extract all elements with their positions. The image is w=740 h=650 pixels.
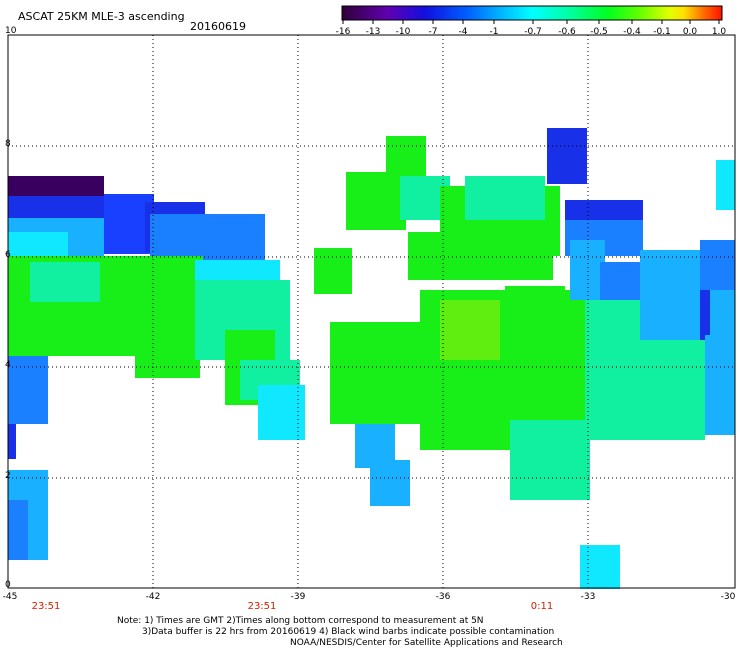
colorbar-label: 0.0 <box>682 27 698 37</box>
colorbar-label: -0.4 <box>623 27 641 37</box>
grid <box>8 35 735 588</box>
y-axis-label: 4 <box>5 360 11 370</box>
colorbar-label: -7 <box>428 27 438 37</box>
colorbar-label: -4 <box>458 27 468 37</box>
colorbar-label: -13 <box>365 27 381 37</box>
colorbar-label: -10 <box>395 27 411 37</box>
y-axis-label: 8 <box>5 139 11 149</box>
x-axis-label: -45 <box>2 592 18 602</box>
colorbar-label: -0.7 <box>524 27 542 37</box>
x-axis-label: -39 <box>290 592 306 602</box>
map-frame <box>7 34 736 589</box>
map-title: ASCAT 25KM MLE-3 ascending <box>18 10 185 23</box>
colorbar-label: -16 <box>335 27 351 37</box>
note-line-3: NOAA/NESDIS/Center for Satellite Applica… <box>290 638 563 648</box>
note-line-1: Note: 1) Times are GMT 2)Times along bot… <box>117 616 484 626</box>
x-axis-label: -36 <box>435 592 451 602</box>
x-axis-label: -33 <box>580 592 596 602</box>
middle-swath <box>314 136 590 506</box>
left-swath <box>8 176 305 560</box>
colorbar-label: 1.0 <box>711 27 727 37</box>
note-line-2: 3)Data buffer is 22 hrs from 20160619 4)… <box>142 627 555 637</box>
time-label: 0:11 <box>530 601 554 612</box>
time-label: 23:51 <box>31 601 61 612</box>
map-date: 20160619 <box>190 20 246 33</box>
colorbar-label: -0.6 <box>558 27 576 37</box>
y-axis-label: 2 <box>5 471 11 481</box>
right-swath <box>547 128 735 589</box>
y-axis-label: 10 <box>5 26 17 36</box>
colorbar-label: -1 <box>489 27 499 37</box>
y-axis-label: 0 <box>5 580 11 590</box>
time-label: 23:51 <box>247 601 277 612</box>
x-axis-label: -30 <box>720 592 736 602</box>
x-axis-label: -42 <box>145 592 161 602</box>
colorbar-label: -0.5 <box>590 27 608 37</box>
y-axis-label: 6 <box>5 250 11 260</box>
wind-data-field <box>8 128 735 589</box>
colorbar <box>341 5 723 24</box>
colorbar-label: -0.1 <box>653 27 671 37</box>
